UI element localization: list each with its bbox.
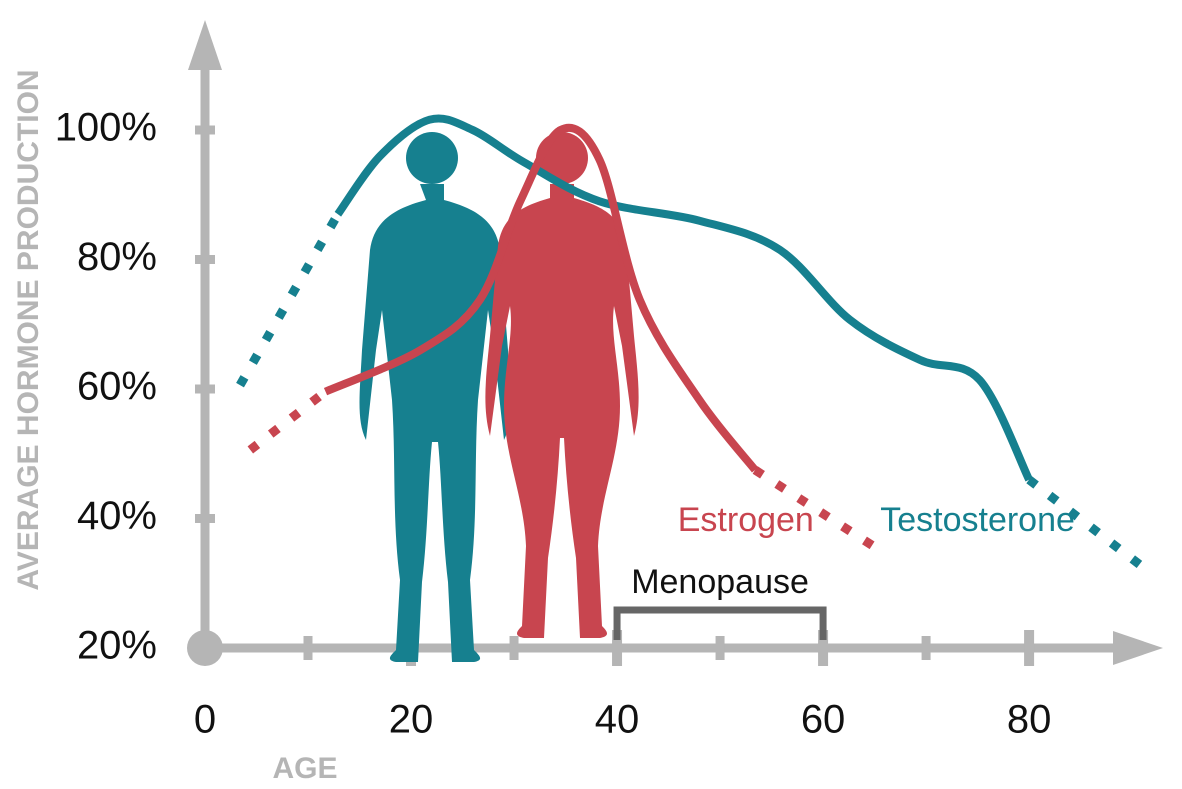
y-axis-label: AVERAGE HORMONE PRODUCTION [12, 69, 45, 590]
y-tick-label: 80% [77, 235, 157, 279]
x-tick-label: 60 [801, 698, 846, 742]
x-tick-label: 40 [595, 698, 640, 742]
x-tick-label: 80 [1007, 698, 1052, 742]
bracket-label: Menopause [631, 563, 809, 601]
y-tick-label: 20% [77, 624, 157, 668]
x-axis-label: AGE [272, 752, 337, 785]
origin-dot [187, 630, 223, 666]
x-axis-arrow [1113, 631, 1163, 665]
y-tick-label: 100% [55, 106, 157, 150]
x-tick-label: 0 [194, 698, 216, 742]
chart: AVERAGE HORMONE PRODUCTION AGE 20% 40% 60%… [0, 0, 1182, 789]
y-tick-label: 40% [77, 494, 157, 538]
menopause-bracket [617, 610, 823, 640]
x-tick-label: 20 [389, 698, 434, 742]
dotted-line [240, 214, 338, 385]
y-axis-arrow [188, 20, 222, 70]
y-tick-label: 60% [77, 365, 157, 409]
series-label: Testosterone [880, 501, 1075, 539]
dotted-line [250, 392, 325, 450]
series-label: Estrogen [678, 501, 814, 539]
